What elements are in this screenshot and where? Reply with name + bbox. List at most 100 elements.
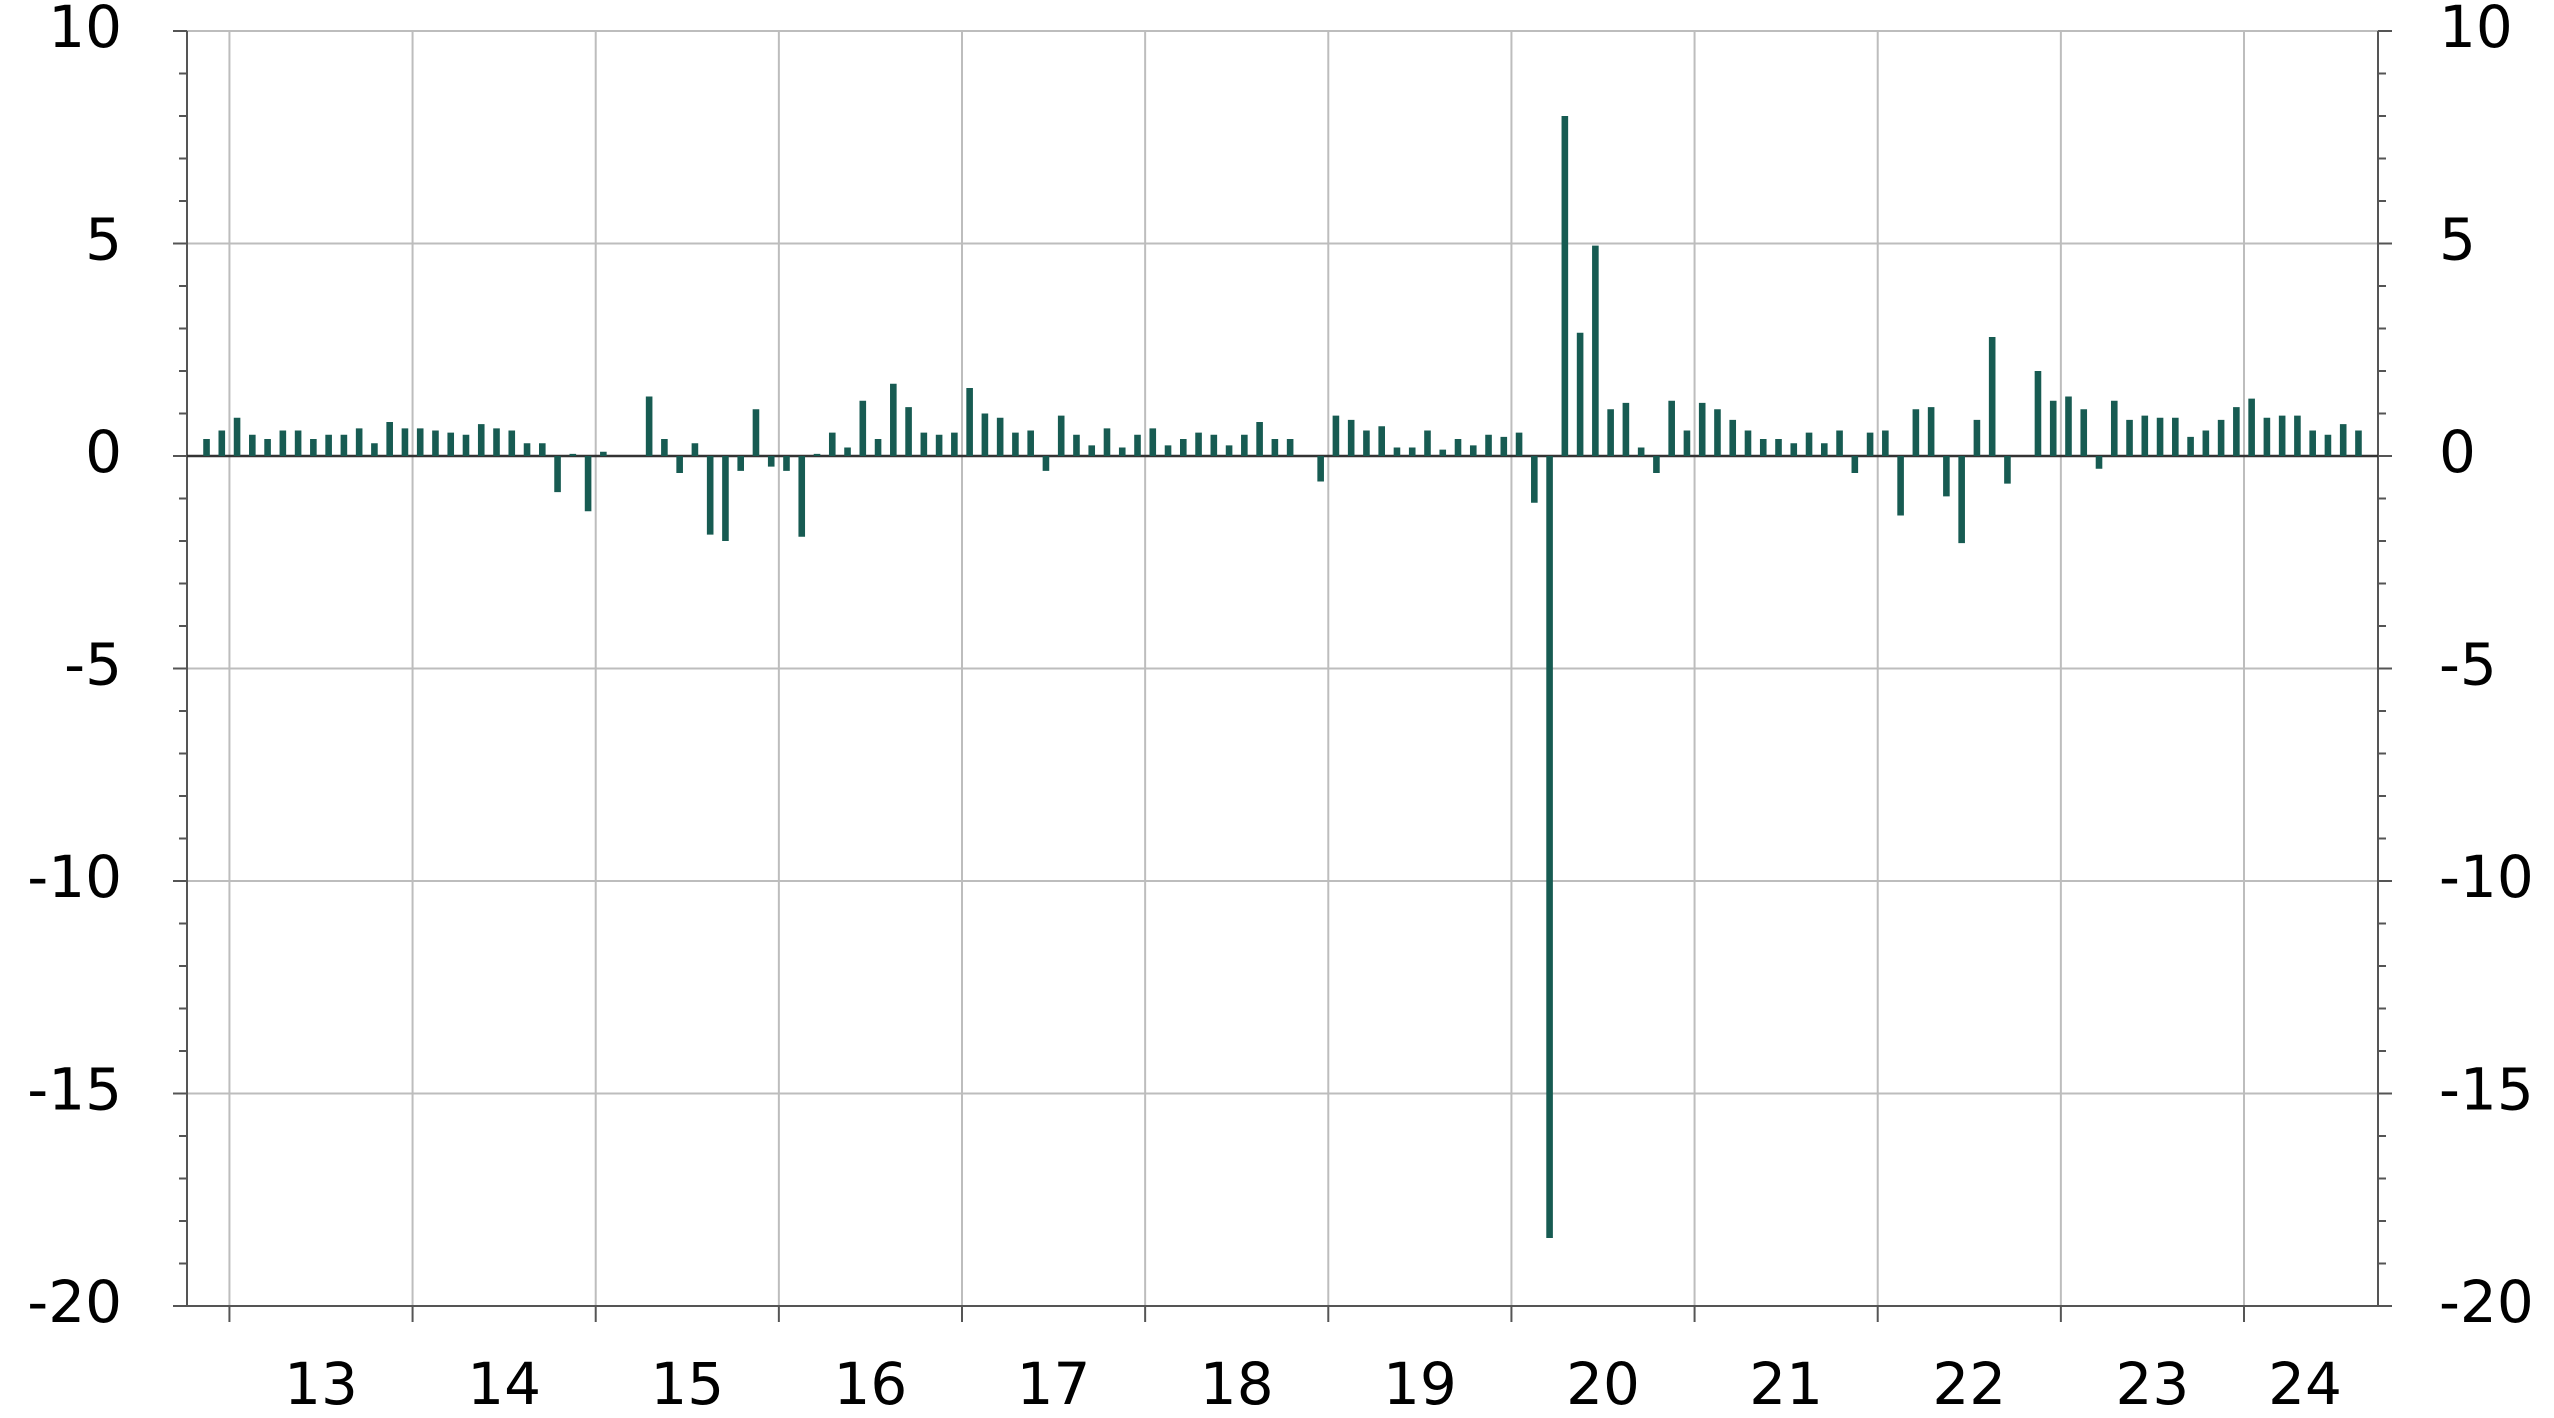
bar <box>2233 407 2240 456</box>
x-tick-label: 23 <box>2116 1350 2190 1418</box>
y-tick-label: -20 <box>27 1268 122 1336</box>
bar <box>477 424 485 456</box>
bar <box>1408 447 1416 456</box>
bar <box>1820 443 1828 456</box>
bar <box>1485 434 1492 456</box>
bar <box>920 432 928 456</box>
bar <box>1500 436 1508 456</box>
bar <box>2004 456 2011 484</box>
bar <box>569 453 577 456</box>
bar <box>2172 417 2179 456</box>
bar <box>523 443 531 456</box>
bar <box>935 434 943 456</box>
x-tick-label: 15 <box>650 1350 724 1418</box>
bar <box>798 456 806 537</box>
y2-tick-label: 10 <box>2439 0 2513 61</box>
bar <box>2339 424 2347 456</box>
bar <box>1241 434 1248 456</box>
x-tick-label: 20 <box>1566 1350 1640 1418</box>
bar <box>2110 400 2118 456</box>
bar <box>1317 456 1324 482</box>
bar <box>813 453 821 456</box>
bar <box>584 456 592 512</box>
bar <box>203 439 210 456</box>
bar <box>600 451 607 456</box>
bar <box>1958 456 1965 544</box>
bar <box>1943 456 1950 497</box>
bar <box>1790 443 1798 456</box>
bar <box>722 456 729 541</box>
bar <box>432 430 439 456</box>
bar <box>279 430 287 456</box>
bar <box>2187 436 2194 456</box>
bar <box>1592 245 1599 456</box>
bar <box>1057 415 1065 456</box>
bar <box>1622 402 1630 456</box>
bar <box>371 443 378 456</box>
bar <box>447 432 455 456</box>
bar <box>1271 439 1279 456</box>
bar <box>859 400 867 456</box>
bar <box>1882 430 1889 456</box>
bar <box>1668 400 1675 456</box>
bar <box>1912 409 1920 456</box>
bar <box>691 443 699 456</box>
bar <box>645 396 653 456</box>
bar <box>2141 415 2149 456</box>
bar <box>1775 439 1782 456</box>
bar <box>2217 419 2225 456</box>
bar <box>1012 432 1019 456</box>
bar <box>874 439 882 456</box>
bar <box>2080 409 2088 456</box>
bar <box>2278 415 2286 456</box>
bar <box>2248 398 2255 456</box>
bar <box>2065 396 2072 456</box>
bar <box>905 407 912 456</box>
bar <box>1546 456 1553 1238</box>
bar <box>1531 456 1538 503</box>
bar <box>783 456 790 471</box>
y2-tick-label: 5 <box>2439 206 2476 274</box>
bar <box>310 439 317 456</box>
x-tick-label: 19 <box>1383 1350 1457 1418</box>
bar <box>844 447 851 456</box>
bar <box>462 434 470 456</box>
x-tick-label: 16 <box>834 1350 908 1418</box>
bar <box>294 430 302 456</box>
bar <box>2294 415 2301 456</box>
bar <box>1851 456 1859 473</box>
bar <box>1164 445 1172 456</box>
y-tick-label: 0 <box>85 418 122 486</box>
bar <box>508 430 516 456</box>
y-tick-label: -10 <box>27 843 122 911</box>
bar <box>233 417 241 456</box>
x-tick-label: 14 <box>467 1350 541 1418</box>
x-tick-label: 24 <box>2268 1350 2342 1418</box>
bar <box>2126 419 2133 456</box>
bar <box>1683 430 1691 456</box>
bar <box>2202 430 2210 456</box>
bar <box>1439 449 1447 456</box>
bar <box>890 383 897 456</box>
bar <box>1210 434 1218 456</box>
bar <box>1042 456 1050 471</box>
bar <box>340 434 348 456</box>
x-tick-label: 13 <box>284 1350 358 1418</box>
bar <box>676 456 683 473</box>
bar <box>264 439 271 456</box>
bar <box>1607 409 1614 456</box>
bar <box>1286 439 1294 456</box>
bar <box>538 443 546 456</box>
y2-tick-label: -20 <box>2439 1268 2534 1336</box>
bar <box>249 434 256 456</box>
bar <box>1805 432 1813 456</box>
bar <box>1332 415 1340 456</box>
bar <box>1576 332 1584 456</box>
bar <box>1561 116 1569 456</box>
bar <box>1149 428 1157 456</box>
bar <box>493 428 500 456</box>
bar <box>1744 430 1752 456</box>
bar <box>1469 445 1477 456</box>
